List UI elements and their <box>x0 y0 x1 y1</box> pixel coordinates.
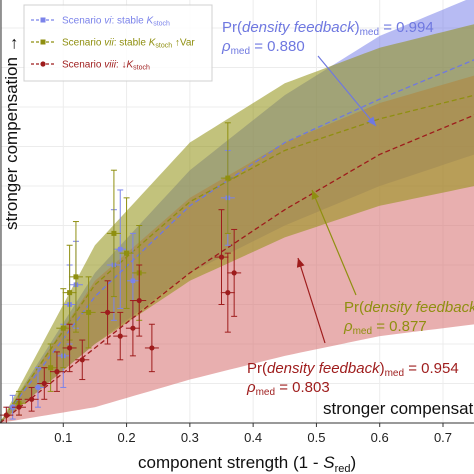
marker <box>130 325 136 331</box>
legend-label: Scenario viii: ↓Kstoch <box>62 60 150 72</box>
data-point <box>144 323 159 373</box>
marker <box>41 380 47 387</box>
data-point <box>81 276 96 349</box>
legend-marker <box>40 61 46 67</box>
x-tick-label: 0.2 <box>118 430 136 445</box>
marker <box>86 309 92 315</box>
data-point <box>106 169 121 298</box>
data-point <box>49 351 64 392</box>
data-point <box>113 189 128 309</box>
marker <box>54 369 60 375</box>
annotation-arrow <box>317 55 377 127</box>
marker <box>48 365 54 371</box>
marker <box>16 404 22 410</box>
annotation-arrowhead <box>311 190 320 200</box>
marker <box>35 385 41 390</box>
marker <box>149 345 155 351</box>
data-point <box>68 221 83 333</box>
legend: Scenario vi: stable Kstoch Scenario vii: … <box>23 4 213 82</box>
annotation-text: ρmed = 0.880 <box>221 38 305 57</box>
marker <box>124 250 130 256</box>
data-point <box>132 264 147 337</box>
x-compensation-note: stronger compensation <box>323 399 474 418</box>
x-axis-label: component strength (1 - Sred) <box>138 453 356 474</box>
x-tick-label: 0.1 <box>54 430 72 445</box>
fit-lines <box>0 59 474 424</box>
legend-marker <box>40 17 46 23</box>
marker <box>73 274 79 280</box>
data-point <box>214 209 229 305</box>
marker <box>130 278 136 284</box>
x-tick-labels: 0.1 0.2 0.3 0.4 0.5 0.6 0.7 <box>54 423 452 445</box>
x-tick-label: 0.5 <box>307 430 325 445</box>
marker <box>225 290 231 296</box>
data-point <box>37 367 52 400</box>
marker <box>67 290 73 296</box>
annotation-arrowhead <box>296 258 305 268</box>
legend-label: Scenario vii: stable Kstoch ↑Var <box>62 38 195 50</box>
x-tick-label: 0.4 <box>244 430 262 445</box>
data-point <box>220 252 235 333</box>
data-point <box>100 280 115 345</box>
data-point <box>56 288 71 369</box>
marker <box>29 396 35 402</box>
data-point <box>24 386 39 412</box>
data-point <box>220 122 235 234</box>
y-axis-label: stronger compensation → <box>2 35 21 230</box>
annotation-text: ρmed = 0.803 <box>246 379 330 398</box>
marker <box>60 325 66 331</box>
marker <box>136 297 142 304</box>
annotation-text: Pr(density feedback)med = 0.994 <box>222 19 434 38</box>
marker <box>111 230 117 236</box>
data-point <box>113 311 128 361</box>
fit-line-viii <box>0 114 474 424</box>
annotation-text: ρmed = 0.877 <box>343 318 427 337</box>
marker <box>67 345 73 351</box>
data-point <box>30 367 45 408</box>
fit-line-vii <box>0 94 474 424</box>
fit-line-vi <box>0 59 474 424</box>
data-point <box>11 398 26 416</box>
data-point <box>62 323 77 373</box>
marker <box>79 357 85 363</box>
annotation-arrowhead <box>367 116 376 126</box>
annotation-arrow <box>297 257 326 344</box>
annotation-arrow <box>311 189 357 296</box>
data-point <box>75 339 90 381</box>
x-tick-label: 0.6 <box>371 430 389 445</box>
annotation-text: Pr(density feedback <box>344 299 474 316</box>
legend-box <box>23 4 213 82</box>
data-point <box>119 197 134 309</box>
x-tick-label: 0.7 <box>434 430 452 445</box>
x-tick-label: 0.3 <box>181 430 199 445</box>
data-points <box>0 122 242 424</box>
marker <box>218 254 225 260</box>
annotation-text: Pr(density feedback)med = 0.954 <box>247 360 459 379</box>
marker <box>117 246 123 252</box>
marker <box>117 333 123 339</box>
legend-label: Scenario vi: stable Kstoch <box>62 16 170 28</box>
marker <box>3 412 9 418</box>
data-point <box>227 228 242 317</box>
legend-marker <box>40 39 46 45</box>
marker <box>231 270 237 276</box>
band-vii <box>0 24 474 423</box>
annotation: Pr(density feedback ρmed = 0.877 <box>311 189 474 337</box>
marker <box>225 175 231 181</box>
marker <box>104 309 111 315</box>
